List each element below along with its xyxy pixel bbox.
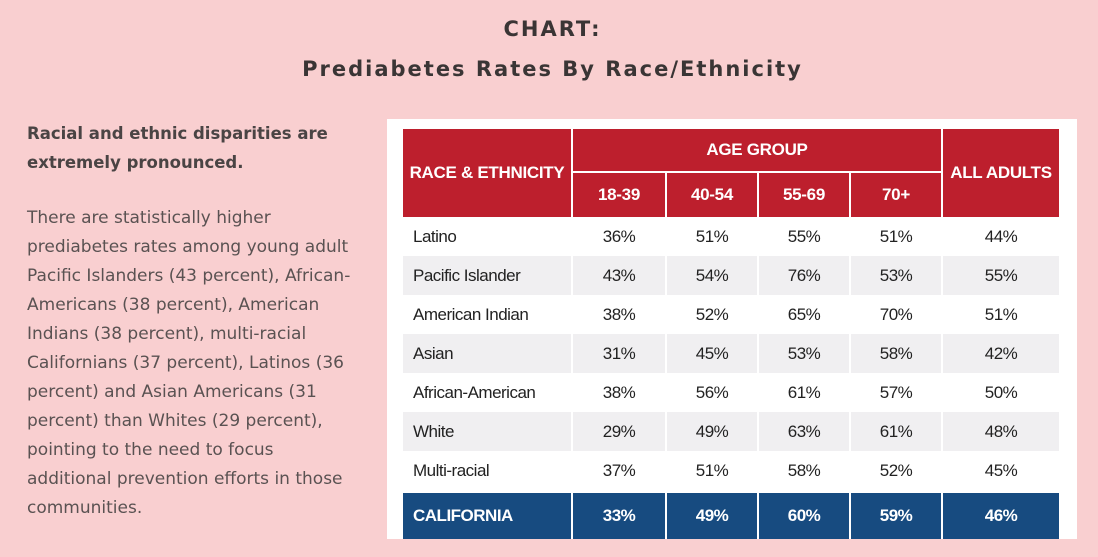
- row-label: Asian: [403, 334, 571, 373]
- value-cell: 45%: [667, 334, 757, 373]
- table-row: American Indian 38% 52% 65% 70% 51%: [403, 295, 1059, 334]
- value-cell: 46%: [943, 490, 1059, 539]
- value-cell: 70%: [879, 304, 913, 324]
- header-all-adults: ALL ADULTS: [943, 129, 1059, 217]
- value-cell: 49%: [667, 412, 757, 451]
- prediabetes-table: RACE & ETHNICITY AGE GROUP ALL ADULTS 18…: [401, 129, 1061, 539]
- value-cell: 36%: [602, 226, 636, 246]
- value-cell: 54%: [667, 256, 757, 295]
- body-paragraph: There are statistically higher prediabet…: [27, 208, 351, 518]
- header-age-55-69: 55-69: [759, 173, 849, 217]
- header-age-70-plus: 70+: [851, 173, 941, 217]
- value-cell: 31%: [573, 334, 665, 373]
- value-cell: 49%: [667, 490, 757, 539]
- value-cell: 44%: [984, 226, 1018, 246]
- value-cell: 37%: [602, 460, 636, 480]
- table-row: White 29% 49% 63% 61% 48%: [403, 412, 1059, 451]
- header-race-ethnicity: RACE & ETHNICITY: [403, 129, 571, 217]
- value-cell: 56%: [695, 382, 729, 402]
- value-cell: 43%: [573, 256, 665, 295]
- value-cell: 53%: [759, 334, 849, 373]
- value-cell: 51%: [984, 304, 1018, 324]
- value-cell: 50%: [984, 382, 1018, 402]
- row-label: CALIFORNIA: [403, 490, 571, 539]
- table-row: Latino 36% 51% 55% 51% 44%: [403, 217, 1059, 256]
- value-cell: 76%: [759, 256, 849, 295]
- value-cell: 55%: [943, 256, 1059, 295]
- page-title: Prediabetes Rates By Race/Ethnicity: [302, 57, 803, 81]
- value-cell: 51%: [695, 460, 729, 480]
- value-cell: 48%: [943, 412, 1059, 451]
- table-card: RACE & ETHNICITY AGE GROUP ALL ADULTS 18…: [387, 119, 1077, 539]
- table-row: Asian 31% 45% 53% 58% 42%: [403, 334, 1059, 373]
- row-label: American Indian: [413, 304, 529, 324]
- value-cell: 29%: [573, 412, 665, 451]
- table-row-total: CALIFORNIA 33% 49% 60% 59% 46%: [403, 490, 1059, 539]
- value-cell: 61%: [787, 382, 821, 402]
- header-age-40-54: 40-54: [667, 173, 757, 217]
- value-cell: 58%: [787, 460, 821, 480]
- value-cell: 51%: [695, 226, 729, 246]
- value-cell: 52%: [879, 460, 913, 480]
- row-label: White: [403, 412, 571, 451]
- value-cell: 33%: [573, 490, 665, 539]
- value-cell: 52%: [695, 304, 729, 324]
- value-cell: 58%: [851, 334, 941, 373]
- value-cell: 45%: [984, 460, 1018, 480]
- table-row: Pacific Islander 43% 54% 76% 53% 55%: [403, 256, 1059, 295]
- value-cell: 59%: [851, 490, 941, 539]
- value-cell: 55%: [787, 226, 821, 246]
- table-row: Multi-racial 37% 51% 58% 52% 45%: [403, 451, 1059, 490]
- value-cell: 42%: [943, 334, 1059, 373]
- table-row: African-American 38% 56% 61% 57% 50%: [403, 373, 1059, 412]
- lead-paragraph: Racial and ethnic disparities are extrem…: [27, 124, 328, 172]
- value-cell: 53%: [851, 256, 941, 295]
- value-cell: 38%: [602, 382, 636, 402]
- value-cell: 57%: [879, 382, 913, 402]
- value-cell: 63%: [759, 412, 849, 451]
- row-label: Multi-racial: [413, 460, 490, 480]
- header-age-group: AGE GROUP: [573, 129, 941, 173]
- row-label: Latino: [413, 226, 457, 246]
- value-cell: 61%: [851, 412, 941, 451]
- row-label: Pacific Islander: [403, 256, 571, 295]
- header-age-18-39: 18-39: [573, 173, 665, 217]
- value-cell: 65%: [787, 304, 821, 324]
- chart-label: CHART:: [503, 17, 602, 41]
- row-label: African-American: [413, 382, 536, 402]
- value-cell: 51%: [879, 226, 913, 246]
- value-cell: 38%: [602, 304, 636, 324]
- value-cell: 60%: [759, 490, 849, 539]
